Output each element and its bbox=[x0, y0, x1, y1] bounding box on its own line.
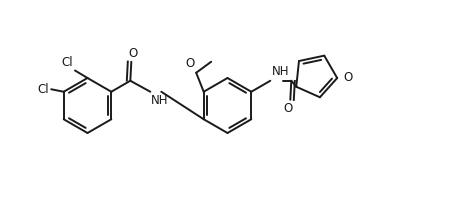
Text: NH: NH bbox=[272, 65, 290, 78]
Text: O: O bbox=[343, 71, 353, 84]
Text: O: O bbox=[284, 102, 293, 115]
Text: O: O bbox=[129, 47, 138, 60]
Text: NH: NH bbox=[151, 94, 169, 107]
Text: Cl: Cl bbox=[61, 56, 72, 69]
Text: Cl: Cl bbox=[37, 83, 49, 96]
Text: O: O bbox=[185, 57, 194, 70]
